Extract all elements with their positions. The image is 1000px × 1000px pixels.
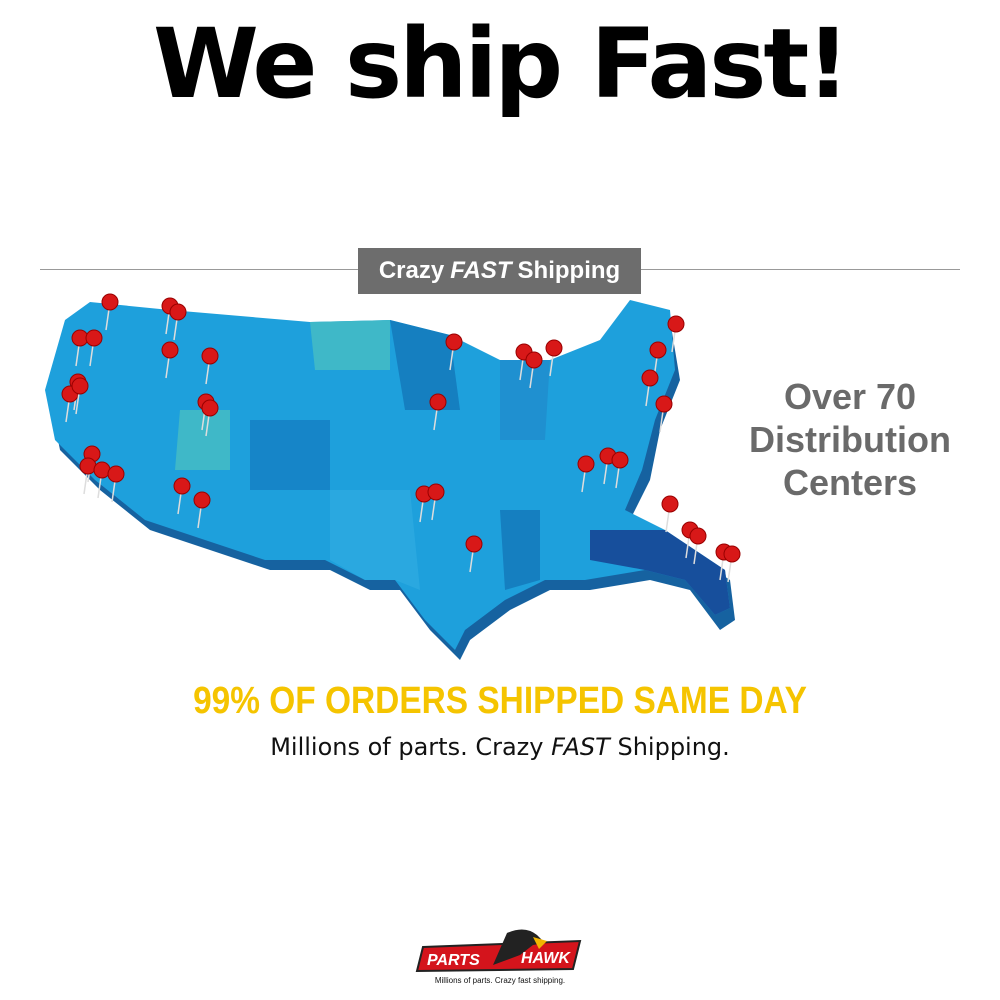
logo-text-hawk: HAWK: [521, 950, 571, 967]
map-pin-icon: [545, 339, 563, 357]
map-pin-icon: [173, 477, 191, 495]
map-pin-icon: [655, 395, 673, 413]
tagline-prefix: Millions of parts. Crazy: [270, 733, 544, 761]
banner-suffix: Shipping: [517, 257, 621, 284]
map-pin-icon: [525, 351, 543, 369]
map-pin-icon: [107, 465, 125, 483]
tagline-emphasis: FAST: [551, 733, 610, 761]
map-pin-icon: [427, 483, 445, 501]
tagline-suffix: Shipping.: [617, 733, 730, 761]
map-pin-icon: [201, 399, 219, 417]
dc-line-2: Distribution: [749, 419, 951, 460]
map-pin-icon: [85, 329, 103, 347]
map-pin-icon: [193, 491, 211, 509]
map-pin-icon: [649, 341, 667, 359]
map-land: [45, 300, 730, 650]
map-pin-icon: [93, 461, 111, 479]
logo-slogan: Millions of parts. Crazy fast shipping.: [435, 976, 565, 985]
banner-prefix: Crazy: [378, 257, 445, 284]
map-pin-icon: [79, 457, 97, 475]
distribution-centers-text: Over 70 Distribution Centers: [745, 375, 955, 504]
map-pin-icon: [71, 377, 89, 395]
map-pin-icon: [445, 333, 463, 351]
map-pin-icon: [667, 315, 685, 333]
hawk-head-icon: [493, 929, 545, 965]
crazy-fast-shipping-banner: Crazy FAST Shipping: [358, 248, 641, 294]
banner-emphasis: FAST: [450, 257, 512, 284]
map-pin-icon: [429, 393, 447, 411]
map-pin-icon: [723, 545, 741, 563]
map-pin-icon: [689, 527, 707, 545]
dc-line-1: Over 70: [783, 376, 917, 417]
same-day-headline: 99% OF ORDERS SHIPPED SAME DAY: [193, 680, 807, 722]
logo-text-parts: PARTS: [427, 952, 480, 969]
us-map: [45, 293, 741, 660]
map-pin-icon: [641, 369, 659, 387]
map-pin-icon: [169, 303, 187, 321]
map-pin-icon: [465, 535, 483, 553]
map-pin-icon: [161, 341, 179, 359]
map-pin-icon: [577, 455, 595, 473]
map-pin-icon: [661, 495, 679, 513]
map-pin-icon: [611, 451, 629, 469]
parts-hawk-logo: PARTS HAWK Millions of parts. Crazy fast…: [415, 929, 582, 985]
map-pin-icon: [101, 293, 119, 311]
dc-line-3: Centers: [782, 462, 918, 503]
headline: We ship Fast!: [152, 8, 850, 120]
map-pin-icon: [201, 347, 219, 365]
tagline: Millions of parts. Crazy FAST Shipping.: [0, 733, 1000, 761]
